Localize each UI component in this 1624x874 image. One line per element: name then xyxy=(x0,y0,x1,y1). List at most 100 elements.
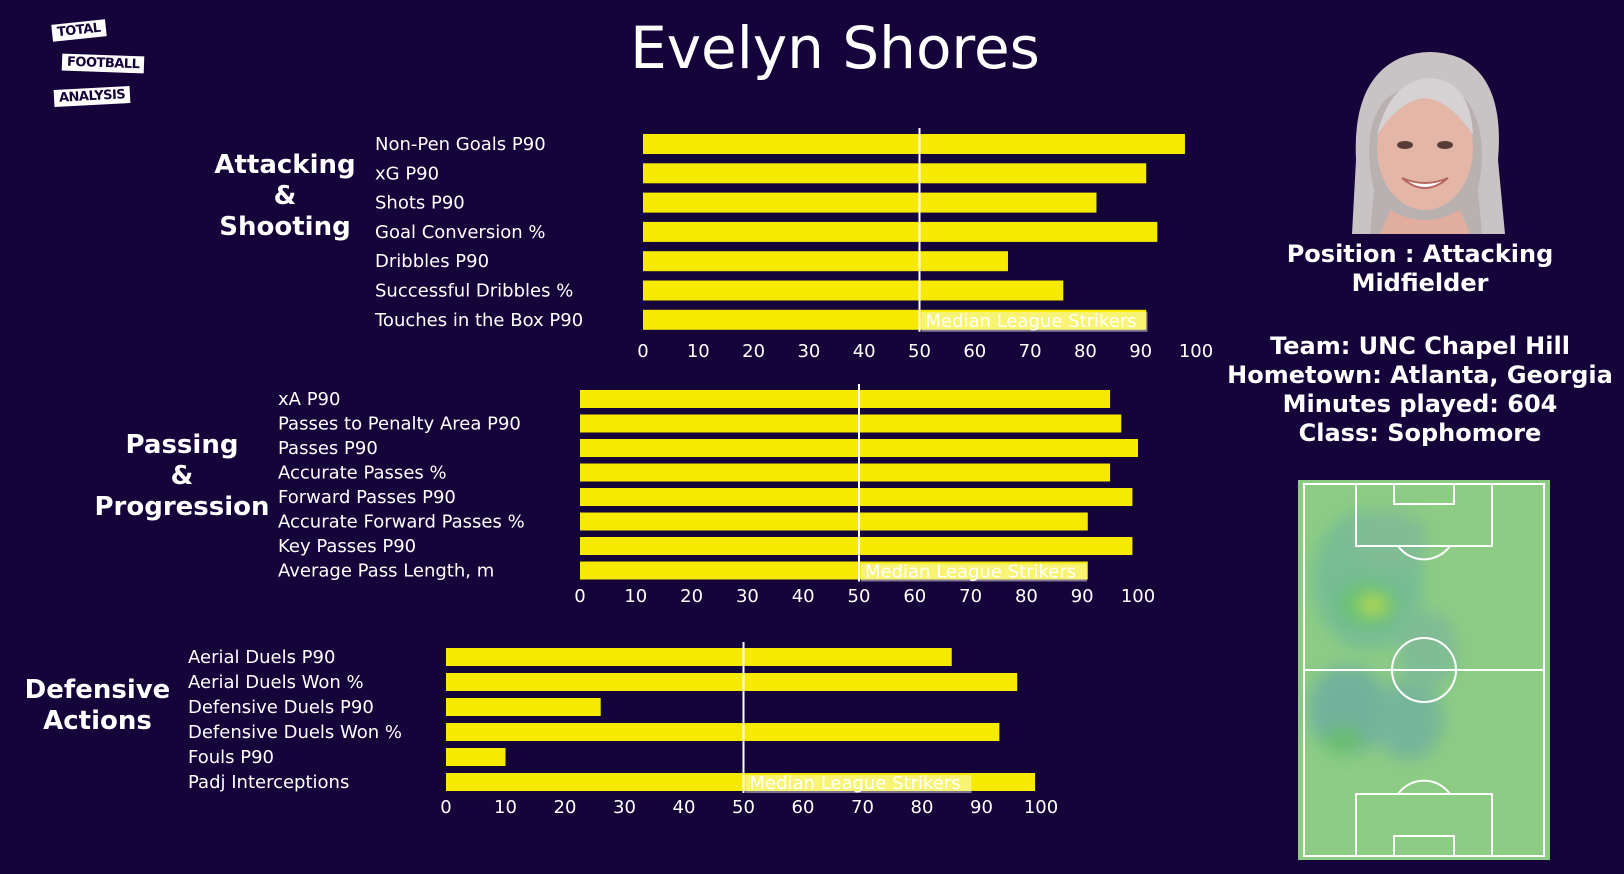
tick-label: 10 xyxy=(494,797,517,818)
category-label: xA P90 xyxy=(278,389,340,410)
tick-label: 100 xyxy=(1179,341,1213,362)
tick-label: 20 xyxy=(742,341,765,362)
section-title-line: & xyxy=(170,461,194,491)
category-label: Passes to Penalty Area P90 xyxy=(278,414,521,435)
bar xyxy=(643,309,1147,330)
tick-label: 40 xyxy=(853,341,876,362)
category-label: Shots P90 xyxy=(375,193,465,214)
tick-label: 50 xyxy=(848,586,871,607)
section-title-line: Progression xyxy=(94,492,270,522)
bar xyxy=(580,390,1111,408)
tick-label: 0 xyxy=(637,341,648,362)
section-title-passing: Passing & Progression xyxy=(92,430,272,523)
tick-label: 40 xyxy=(792,586,815,607)
median-label: Median League Strikers xyxy=(865,562,1076,583)
tick-label: 80 xyxy=(911,797,934,818)
median-label-box xyxy=(861,563,1087,582)
bar xyxy=(643,221,1158,242)
page-title: Evelyn Shores xyxy=(630,14,1040,82)
category-label: Passes P90 xyxy=(278,438,378,459)
tick-label: 0 xyxy=(574,586,585,607)
category-label: Forward Passes P90 xyxy=(278,487,456,508)
bar xyxy=(643,251,1008,272)
player-class: Class: Sophomore xyxy=(1298,419,1542,447)
tick-label: 60 xyxy=(903,586,926,607)
category-label: Touches in the Box P90 xyxy=(374,310,583,331)
tick-label: 10 xyxy=(687,341,710,362)
position-line-1: Position : Attacking xyxy=(1286,240,1554,268)
section-title-line: Attacking xyxy=(214,150,356,180)
category-label: Aerial Duels P90 xyxy=(188,647,335,668)
bar xyxy=(580,463,1111,482)
tick-label: 30 xyxy=(613,797,636,818)
tick-label: 60 xyxy=(963,341,986,362)
bar xyxy=(643,163,1147,184)
player-team: Team: UNC Chapel Hill xyxy=(1270,332,1570,360)
tick-label: 70 xyxy=(851,797,874,818)
tick-label: 80 xyxy=(1015,586,1038,607)
category-label: Fouls P90 xyxy=(188,747,274,768)
bar xyxy=(446,698,601,716)
bar xyxy=(580,512,1088,531)
bar xyxy=(446,773,1036,791)
tick-label: 30 xyxy=(797,341,820,362)
tick-label: 90 xyxy=(1129,341,1152,362)
bar xyxy=(446,648,952,666)
tick-label: 50 xyxy=(732,797,755,818)
bar xyxy=(580,537,1133,555)
player-minutes: Minutes played: 604 xyxy=(1282,390,1558,418)
category-label: Defensive Duels P90 xyxy=(188,697,374,718)
category-label: Defensive Duels Won % xyxy=(188,722,402,743)
tick-label: 0 xyxy=(440,797,451,818)
median-label-box xyxy=(921,311,1148,332)
section-title-line: & xyxy=(273,181,297,211)
player-position: Position : Attacking Midfielder xyxy=(1190,240,1624,298)
tick-label: 90 xyxy=(1071,586,1094,607)
section-title-line: Passing xyxy=(125,430,239,460)
category-label: Accurate Forward Passes % xyxy=(278,512,525,533)
player-details: Team: UNC Chapel Hill Hometown: Atlanta,… xyxy=(1190,332,1624,448)
category-label: Successful Dribbles % xyxy=(375,281,573,302)
player-photo xyxy=(1352,52,1505,234)
section-title-line: Actions xyxy=(43,706,152,736)
median-label: Median League Strikers xyxy=(926,311,1137,332)
category-label: Non-Pen Goals P90 xyxy=(375,134,546,155)
tick-label: 40 xyxy=(673,797,696,818)
heatmap-pitch xyxy=(1298,480,1550,860)
tick-label: 70 xyxy=(959,586,982,607)
category-label: xG P90 xyxy=(375,163,439,184)
bar xyxy=(446,748,506,766)
median-label: Median League Strikers xyxy=(750,773,961,794)
category-label: Padj Interceptions xyxy=(188,772,349,793)
tick-label: 100 xyxy=(1024,797,1058,818)
bar xyxy=(446,673,1018,691)
category-label: Key Passes P90 xyxy=(278,536,416,557)
tick-label: 90 xyxy=(970,797,993,818)
bar xyxy=(643,280,1064,301)
category-label: Accurate Passes % xyxy=(278,463,447,484)
category-label: Dribbles P90 xyxy=(375,251,489,272)
tick-label: 20 xyxy=(554,797,577,818)
tick-label: 100 xyxy=(1121,586,1155,607)
tick-label: 10 xyxy=(624,586,647,607)
tick-label: 20 xyxy=(680,586,703,607)
position-line-2: Midfielder xyxy=(1351,269,1489,297)
bar xyxy=(580,488,1133,506)
bar xyxy=(643,134,1185,154)
bar xyxy=(643,192,1097,213)
bar xyxy=(580,414,1122,433)
section-title-attacking: Attacking & Shooting xyxy=(210,150,360,243)
section-title-line: Defensive xyxy=(24,675,171,705)
player-hometown: Hometown: Atlanta, Georgia xyxy=(1227,361,1613,389)
section-title-defensive: Defensive Actions xyxy=(20,675,175,737)
median-label-box xyxy=(745,775,972,793)
tick-label: 80 xyxy=(1074,341,1097,362)
section-title-line: Shooting xyxy=(219,212,351,242)
tick-label: 60 xyxy=(792,797,815,818)
category-label: Aerial Duels Won % xyxy=(188,672,364,693)
tick-label: 30 xyxy=(736,586,759,607)
tick-label: 70 xyxy=(1019,341,1042,362)
category-label: Average Pass Length, m xyxy=(278,561,494,582)
category-label: Goal Conversion % xyxy=(375,222,545,243)
